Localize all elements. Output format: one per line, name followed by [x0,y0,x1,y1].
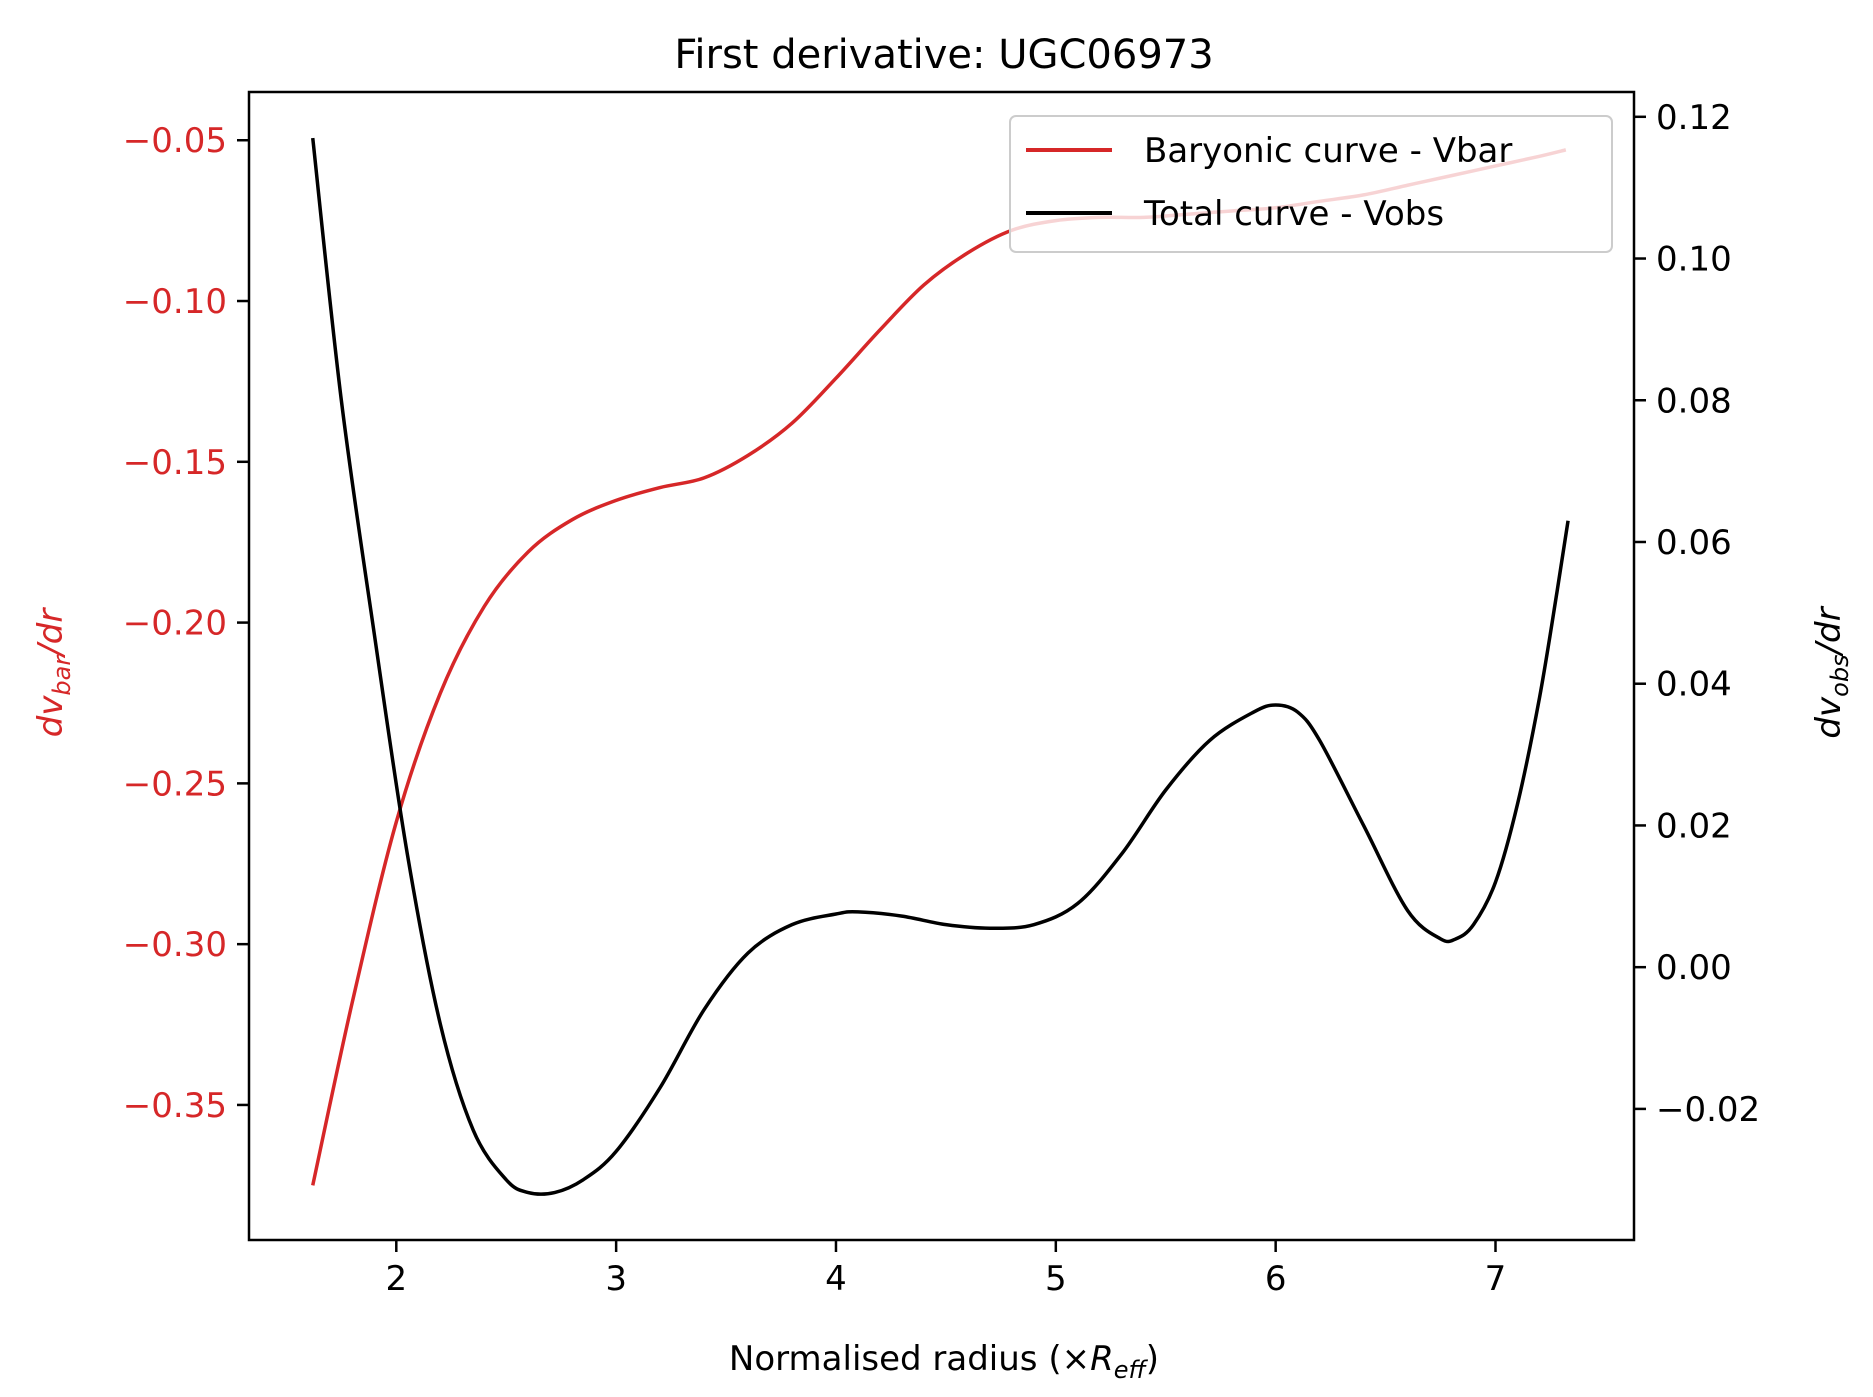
right-y-axis-label-main: dv [1809,696,1849,739]
x-tick-label: 6 [1265,1259,1287,1299]
right-y-axis-label: dvobs/dr [1809,605,1854,738]
left-y-tick-label: −0.25 [123,764,227,804]
left-y-axis-label-subscript: bar [48,654,76,696]
right-y-tick-label: −0.02 [1656,1090,1760,1130]
left-y-axis-label-main: dv [31,695,71,738]
legend: Baryonic curve - Vbar Total curve - Vobs [1009,115,1613,253]
right-y-tick-label: 0.00 [1656,948,1732,988]
plot-frame [247,90,1636,1242]
left-y-tick-label: −0.35 [123,1086,227,1126]
left-y-axis-label-tail: /dr [31,607,71,659]
x-axis-ticks: 2 3 4 5 6 7 [385,1240,1506,1299]
legend-box [1009,115,1613,253]
right-y-tick-label: 0.08 [1656,381,1732,421]
left-y-tick-label: −0.20 [123,604,227,644]
x-axis-label-suffix: ) [1146,1339,1159,1379]
left-y-tick-label: −0.10 [123,282,227,322]
x-axis-label-prefix: Normalised radius (× [729,1339,1090,1379]
x-axis-label: Normalised radius (×Reff) [729,1339,1159,1384]
right-y-axis-ticks: −0.02 0.00 0.02 0.04 0.06 0.08 0.10 0.12 [1634,98,1760,1130]
left-y-tick-label: −0.30 [123,925,227,965]
legend-label-baryonic: Baryonic curve - Vbar [1144,131,1512,171]
total-curve-line [311,137,1570,1196]
left-y-tick-label: −0.05 [123,121,227,161]
right-y-tick-label: 0.12 [1656,98,1732,138]
left-y-tick-label: −0.15 [123,443,227,483]
x-tick-label: 2 [385,1259,407,1299]
right-y-tick-label: 0.02 [1656,806,1732,846]
right-y-tick-label: 0.04 [1656,665,1732,705]
x-axis-label-symbol: R [1090,1339,1114,1379]
left-y-axis-label: dvbar/dr [31,607,76,738]
x-tick-label: 3 [605,1259,627,1299]
right-y-axis-label-tail: /dr [1809,605,1849,657]
left-y-axis-ticks: −0.35 −0.30 −0.25 −0.20 −0.15 −0.10 −0.05 [123,121,249,1126]
right-y-axis-label-subscript: obs [1826,654,1854,696]
legend-label-total: Total curve - Vobs [1143,194,1444,234]
right-y-tick-label: 0.06 [1656,523,1732,563]
right-y-tick-label: 0.10 [1656,240,1732,280]
x-tick-label: 7 [1485,1259,1507,1299]
x-tick-label: 5 [1045,1259,1067,1299]
x-axis-label-subscript: eff [1114,1356,1149,1384]
chart-title: First derivative: UGC06973 [674,32,1213,78]
x-tick-label: 4 [825,1259,847,1299]
